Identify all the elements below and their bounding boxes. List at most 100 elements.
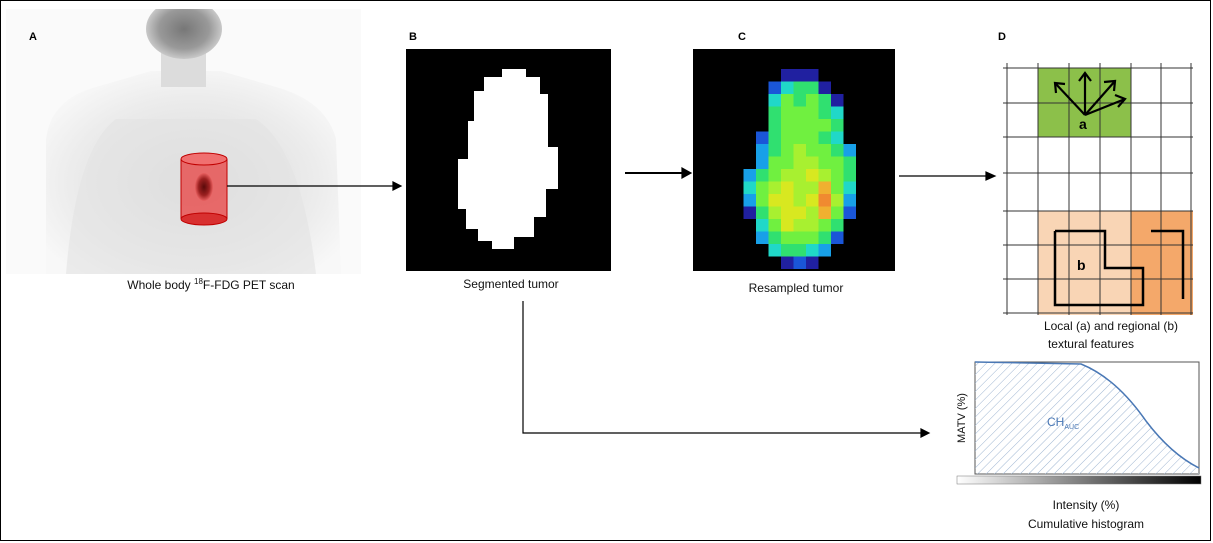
voxel: [768, 119, 781, 132]
voxel: [781, 244, 794, 257]
voxel: [768, 169, 781, 182]
voxel: [793, 106, 806, 119]
voxel: [781, 144, 794, 157]
panel-c-letter: C: [738, 31, 746, 43]
panel-a-caption: Whole body 18F-FDG PET scan: [127, 277, 295, 292]
pet-scan-image: [6, 1, 361, 274]
resampled-tumor-grid: [693, 49, 895, 271]
voxel: [781, 106, 794, 119]
panel-histogram: CHAUC MATV (%): [951, 356, 1206, 491]
voxel: [743, 181, 756, 194]
voxel: [818, 94, 831, 107]
voxel: [756, 156, 769, 169]
panel-d: a b: [1003, 63, 1193, 315]
tumor-cylinder-icon: [180, 152, 228, 226]
voxel: [793, 219, 806, 232]
voxel: [781, 131, 794, 144]
voxel: [768, 206, 781, 219]
histogram-area-label: CHAUC: [1047, 415, 1079, 431]
voxel: [793, 81, 806, 94]
voxel: [768, 181, 781, 194]
voxel: [756, 181, 769, 194]
histogram-curve: [974, 361, 1200, 469]
voxel: [806, 256, 819, 269]
voxel: [781, 206, 794, 219]
voxel: [793, 256, 806, 269]
voxel: [818, 81, 831, 94]
voxel: [756, 206, 769, 219]
voxel: [806, 194, 819, 207]
voxel: [781, 181, 794, 194]
voxel: [806, 81, 819, 94]
voxel: [843, 169, 856, 182]
regional-line-outline: [1151, 229, 1185, 299]
cumulative-histogram-plot: CHAUC MATV (%): [956, 361, 1202, 485]
voxel: [793, 244, 806, 257]
voxel: [806, 181, 819, 194]
regional-label: b: [1077, 257, 1086, 273]
voxel: [793, 181, 806, 194]
voxel: [818, 181, 831, 194]
voxel: [781, 256, 794, 269]
panel-b-caption: Segmented tumor: [463, 277, 559, 291]
voxel: [818, 169, 831, 182]
panel-a: [6, 1, 361, 274]
voxel: [806, 219, 819, 232]
voxel: [743, 206, 756, 219]
voxel: [781, 69, 794, 82]
voxel: [843, 144, 856, 157]
voxel: [843, 206, 856, 219]
histogram-area: [975, 362, 1199, 474]
voxel: [793, 194, 806, 207]
voxel: [768, 244, 781, 257]
voxel: [793, 169, 806, 182]
voxel: [781, 194, 794, 207]
voxel: [768, 194, 781, 207]
intensity-bar: [956, 475, 1202, 485]
direction-arrows-icon: [1053, 71, 1127, 117]
voxel: [756, 231, 769, 244]
voxel: [818, 106, 831, 119]
voxel: [806, 119, 819, 132]
voxel: [818, 219, 831, 232]
voxel: [806, 244, 819, 257]
voxel: [818, 156, 831, 169]
panel-b: [406, 49, 611, 271]
voxel: [793, 156, 806, 169]
panel-c-caption: Resampled tumor: [748, 281, 844, 295]
voxel: [781, 231, 794, 244]
histogram-x-label: Intensity (%): [1052, 498, 1120, 512]
voxel: [781, 81, 794, 94]
voxel: [818, 206, 831, 219]
voxel: [793, 69, 806, 82]
voxel: [768, 156, 781, 169]
voxel: [768, 131, 781, 144]
voxel: [806, 144, 819, 157]
panel-a-letter: A: [29, 31, 37, 43]
voxel: [793, 144, 806, 157]
voxel: [831, 231, 844, 244]
voxel: [831, 144, 844, 157]
voxel: [756, 131, 769, 144]
voxel: [818, 244, 831, 257]
voxel: [768, 94, 781, 107]
voxel: [793, 206, 806, 219]
voxel: [768, 144, 781, 157]
panel-c: [693, 49, 895, 271]
arrow-b-to-histogram: [522, 301, 923, 434]
voxel: [806, 106, 819, 119]
voxel: [831, 119, 844, 132]
voxel: [831, 156, 844, 169]
texture-grid: a b: [1003, 63, 1193, 315]
voxel: [806, 231, 819, 244]
voxel: [831, 169, 844, 182]
voxel: [743, 169, 756, 182]
voxel: [818, 194, 831, 207]
voxel: [831, 219, 844, 232]
voxel: [768, 106, 781, 119]
voxel: [743, 194, 756, 207]
voxel: [781, 119, 794, 132]
panel-d-letter: D: [998, 31, 1006, 43]
voxel: [768, 81, 781, 94]
panel-b-letter: B: [409, 31, 417, 43]
